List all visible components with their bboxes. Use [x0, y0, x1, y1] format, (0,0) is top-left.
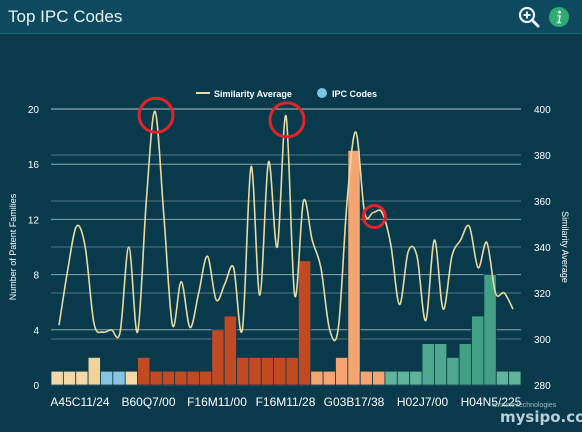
y-right-tick-0: 280: [534, 381, 551, 392]
bar-18[interactable]: [273, 356, 287, 386]
y-right-tick-4: 360: [534, 197, 551, 208]
y-left-tick-1: 4: [33, 326, 39, 337]
bar-21[interactable]: [310, 370, 324, 386]
y-right-tick-3: 340: [534, 243, 551, 254]
x-tick-2: F16M11/00: [187, 395, 247, 409]
bar-5[interactable]: [112, 370, 126, 386]
bar-series: [50, 149, 522, 386]
bar-22[interactable]: [322, 370, 336, 386]
bar-0[interactable]: [50, 370, 64, 386]
y-axis-right-label: Similarity Average: [560, 211, 570, 283]
bar-3[interactable]: [87, 356, 101, 386]
right-axis-ticks: 280 300 320 340 360 380 400: [534, 105, 551, 392]
watermark-credit: tennine technologies: [492, 402, 557, 409]
bar-7[interactable]: [137, 356, 151, 386]
bar-2[interactable]: [75, 370, 89, 386]
x-tick-6: H04N5/225: [461, 395, 522, 409]
legend-line-label[interactable]: Similarity Average: [214, 89, 292, 99]
y-left-tick-2: 8: [33, 271, 39, 282]
x-tick-4: G03B17/38: [324, 395, 385, 409]
bar-19[interactable]: [285, 356, 299, 386]
bar-30[interactable]: [421, 343, 435, 386]
bar-34[interactable]: [471, 315, 485, 386]
bar-6[interactable]: [124, 370, 138, 386]
bar-12[interactable]: [199, 370, 213, 386]
bar-24[interactable]: [347, 149, 361, 386]
y-right-tick-1: 300: [534, 335, 551, 346]
bar-37[interactable]: [508, 370, 522, 386]
y-left-tick-4: 16: [28, 160, 40, 171]
bar-29[interactable]: [409, 370, 423, 386]
y-right-tick-6: 400: [534, 105, 551, 116]
y-left-tick-3: 12: [28, 215, 40, 226]
info-icon[interactable]: [548, 6, 570, 28]
bar-11[interactable]: [186, 370, 200, 386]
bar-32[interactable]: [446, 356, 460, 386]
panel-header: Top IPC Codes: [0, 0, 582, 34]
y-left-tick-5: 20: [28, 105, 40, 116]
peak-markers: [137, 96, 387, 229]
y-right-tick-2: 320: [534, 289, 551, 300]
bar-25[interactable]: [359, 370, 373, 386]
bar-14[interactable]: [223, 315, 237, 386]
panel-title: Top IPC Codes: [8, 7, 123, 26]
y-right-tick-5: 380: [534, 151, 551, 162]
x-tick-3: F16M11/28: [256, 395, 316, 409]
y-axis-left-label: Number of Patent Families: [8, 193, 18, 300]
x-tick-1: B60Q7/00: [121, 395, 175, 409]
similarity-line[interactable]: [58, 110, 514, 342]
left-axis-ticks: 0 4 8 12 16 20: [28, 105, 40, 392]
legend-bar-swatch: [317, 88, 327, 98]
bar-13[interactable]: [211, 329, 225, 386]
x-tick-5: H02J7/00: [397, 395, 449, 409]
watermark-brand: mysipo.com: [500, 408, 582, 426]
bar-23[interactable]: [335, 356, 349, 386]
bar-16[interactable]: [248, 356, 262, 386]
x-tick-0: A45C11/24: [50, 395, 109, 409]
bar-10[interactable]: [174, 370, 188, 386]
bar-28[interactable]: [396, 370, 411, 386]
bar-27[interactable]: [384, 370, 398, 386]
bar-8[interactable]: [149, 370, 163, 386]
bar-36[interactable]: [495, 370, 510, 386]
bar-17[interactable]: [260, 356, 275, 386]
patent-chart: 0 4 8 12 16 20 280 300 320 340 360 380 400 A45C11/2…: [8, 88, 570, 409]
legend: Similarity Average IPC Codes: [196, 88, 377, 99]
bar-26[interactable]: [372, 370, 386, 386]
legend-bar-label[interactable]: IPC Codes: [332, 89, 377, 99]
bar-9[interactable]: [161, 370, 176, 386]
y-left-tick-0: 0: [33, 381, 39, 392]
bar-1[interactable]: [62, 370, 77, 386]
bar-4[interactable]: [100, 370, 114, 386]
bar-15[interactable]: [236, 356, 250, 386]
line-series: [58, 110, 514, 342]
peak-marker-1: [268, 101, 306, 139]
x-axis-ticks: A45C11/24 B60Q7/00 F16M11/00 F16M11/28 G03B1…: [50, 395, 521, 409]
bar-35[interactable]: [483, 274, 497, 386]
bar-31[interactable]: [434, 343, 448, 386]
zoom-icon[interactable]: [518, 6, 540, 28]
peak-marker-2: [361, 204, 387, 229]
bar-33[interactable]: [458, 343, 472, 386]
bar-20[interactable]: [297, 260, 312, 386]
gridlines: [51, 108, 521, 386]
peak-marker-0: [137, 96, 175, 134]
